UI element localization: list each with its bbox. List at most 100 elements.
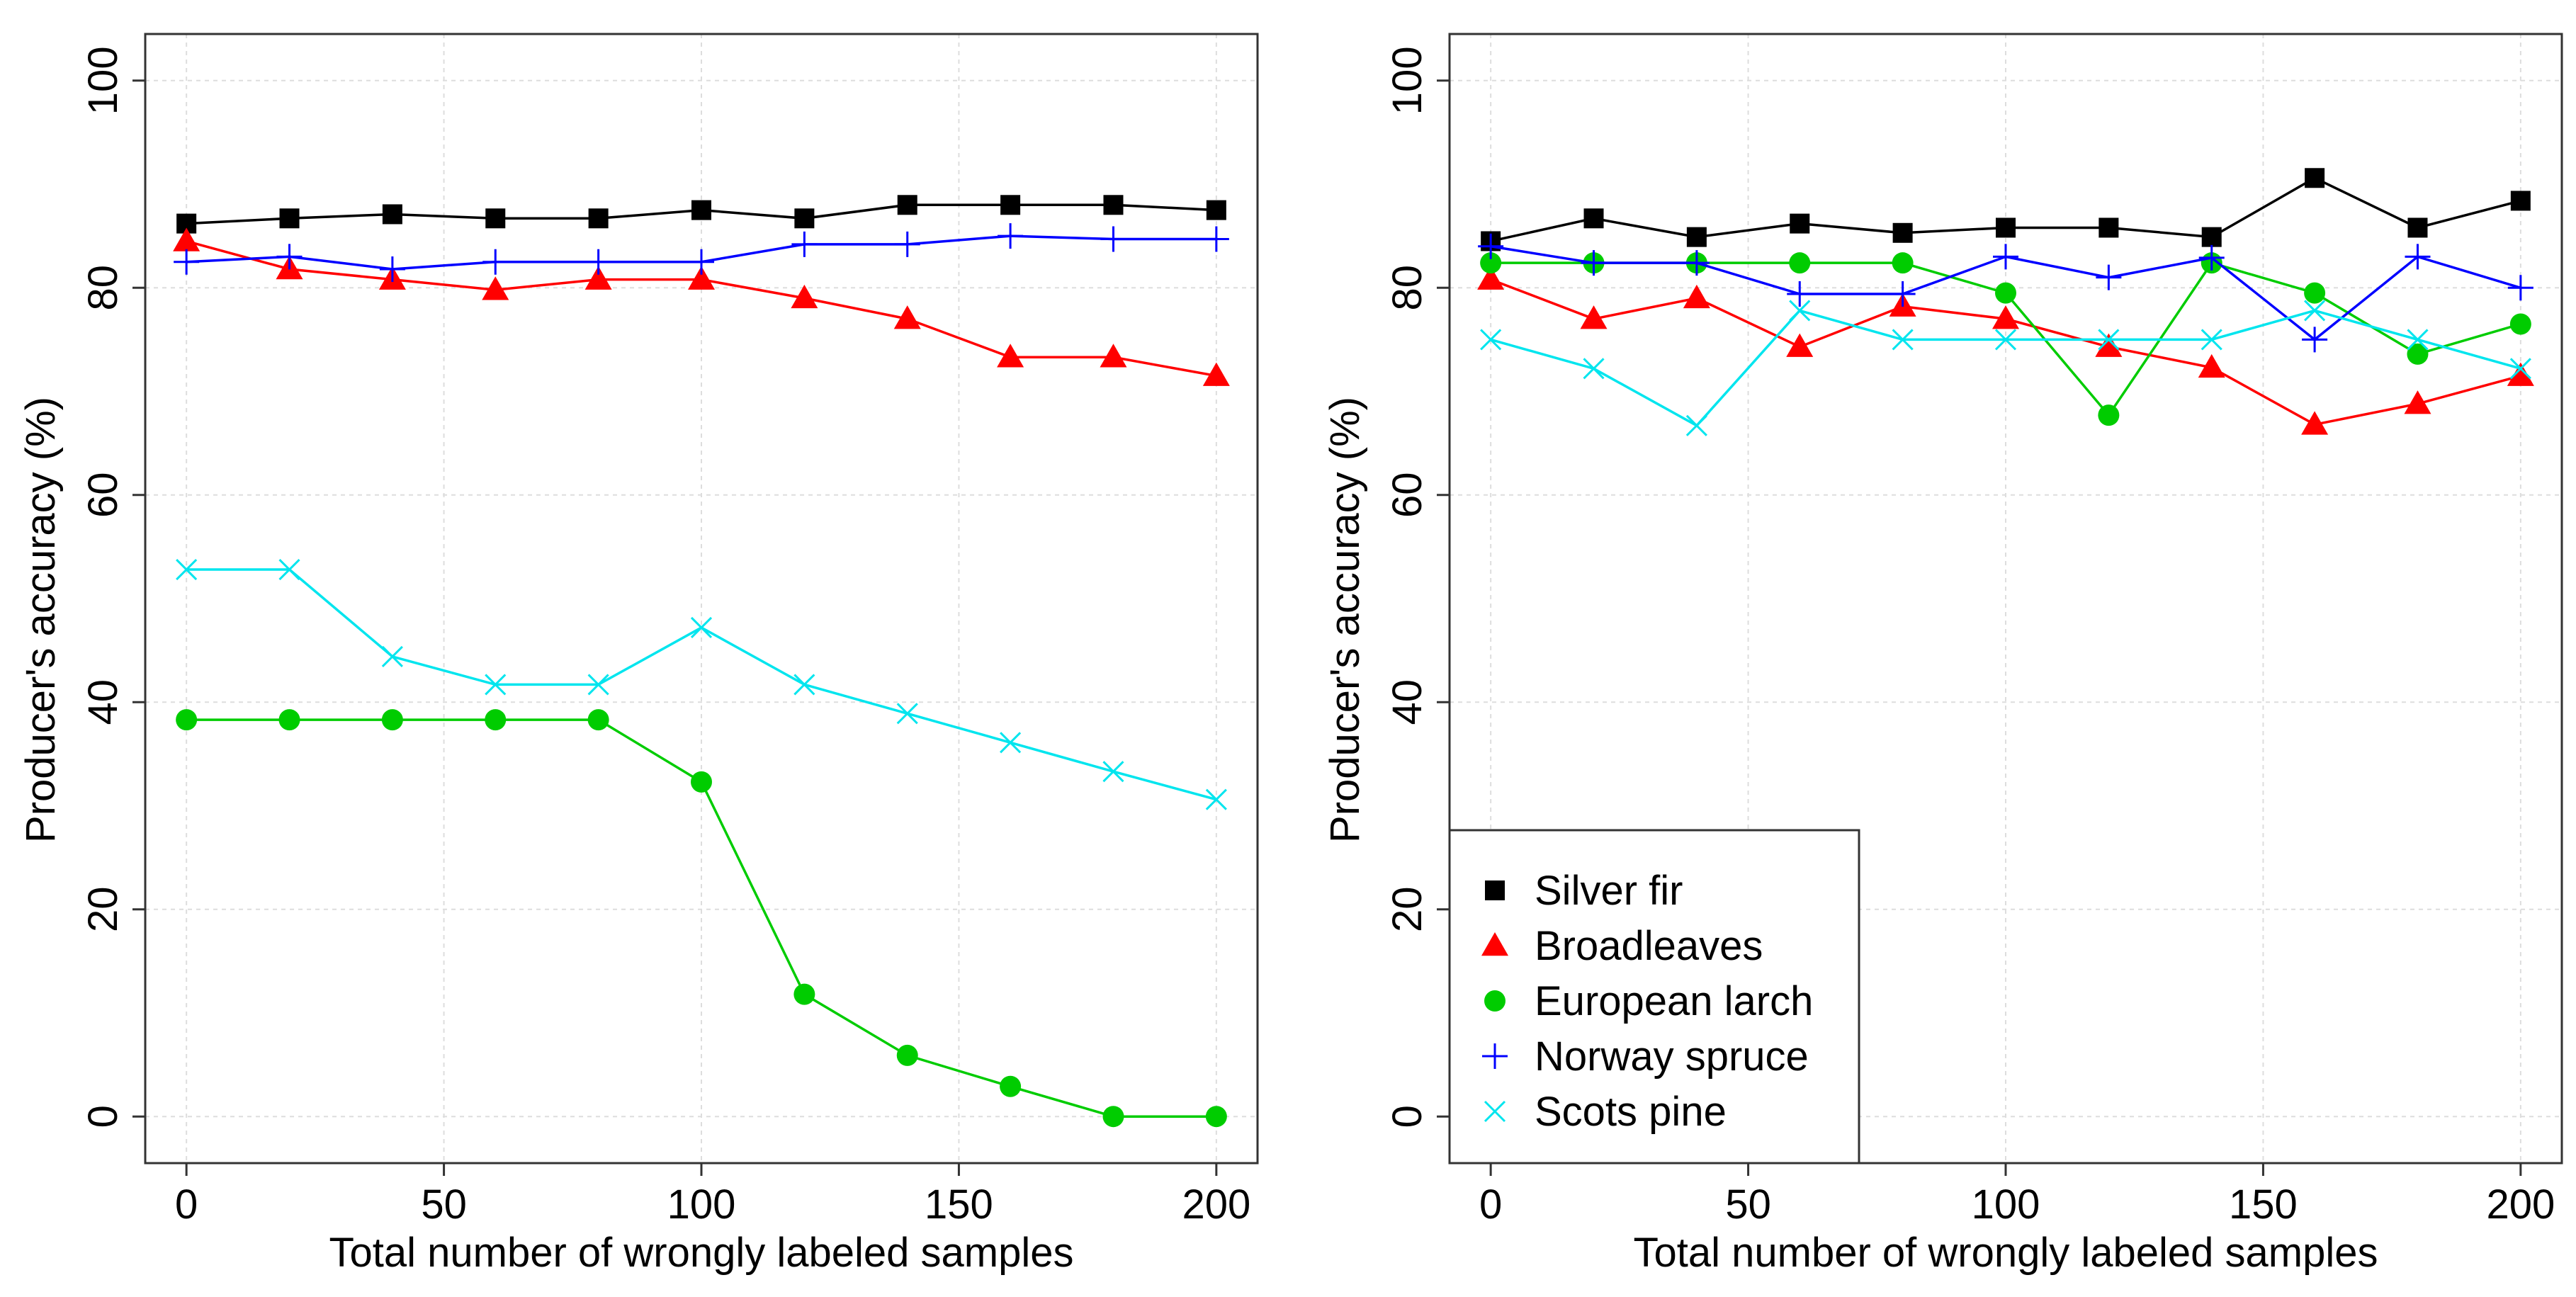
x-tick-label: 0	[175, 1182, 198, 1228]
point-european-larch	[587, 709, 609, 731]
legend-item-european-larch: European larch	[1484, 978, 1813, 1024]
left-y-axis-title: Producer's accuracy (%)	[18, 397, 64, 843]
point-silver-fir	[588, 208, 609, 229]
point-european-larch	[1102, 1106, 1124, 1128]
point-silver-fir	[1583, 208, 1604, 229]
point-silver-fir	[382, 204, 402, 225]
point-silver-fir	[2098, 217, 2119, 238]
legend-item-broadleaves: Broadleaves	[1481, 923, 1763, 969]
point-european-larch	[176, 709, 198, 731]
point-norway-spruce	[585, 249, 611, 275]
point-norway-spruce	[791, 231, 818, 257]
point-silver-fir	[1996, 217, 2016, 238]
point-broadleaves	[893, 305, 921, 329]
legend-label: Scots pine	[1535, 1089, 1727, 1135]
point-silver-fir	[897, 195, 917, 215]
point-broadleaves	[1580, 305, 1608, 329]
point-broadleaves	[1100, 344, 1127, 368]
x-tick-label: 100	[1972, 1182, 2040, 1228]
point-broadleaves	[584, 266, 612, 290]
legend-label: European larch	[1535, 978, 1813, 1024]
point-european-larch	[1995, 282, 2016, 304]
legend-item-scots-pine: Scots pine	[1484, 1089, 1727, 1135]
point-silver-fir	[1103, 195, 1124, 215]
right-series	[1477, 168, 2534, 436]
point-broadleaves	[1992, 305, 2019, 329]
point-silver-fir	[279, 208, 300, 229]
point-scots-pine	[485, 674, 507, 696]
point-silver-fir	[485, 208, 506, 229]
point-norway-spruce	[1581, 250, 1607, 276]
point-broadleaves	[997, 344, 1024, 368]
point-norway-spruce	[894, 231, 920, 257]
x-tick-label: 0	[1479, 1182, 1502, 1228]
point-european-larch	[2407, 343, 2429, 365]
point-broadleaves	[1477, 266, 1505, 290]
point-european-larch	[485, 709, 507, 731]
x-tick-label: 50	[421, 1182, 467, 1228]
point-european-larch	[793, 983, 815, 1005]
point-european-larch	[2098, 404, 2120, 426]
left-chart-panel: 0 50 100 150 200 0 20 40 60 80 100 Total number of…	[18, 33, 1259, 1276]
point-european-larch	[1480, 252, 1502, 274]
x-tick-label: 100	[667, 1182, 736, 1228]
point-scots-pine	[1789, 300, 1811, 322]
legend-marker-norway-spruce	[1482, 1043, 1508, 1069]
point-scots-pine	[2509, 358, 2531, 380]
point-scots-pine	[2407, 329, 2429, 351]
point-norway-spruce	[2507, 275, 2533, 301]
x-tick-label: 150	[2229, 1182, 2298, 1228]
x-tick-label: 200	[1182, 1182, 1250, 1228]
legend-marker-european-larch	[1484, 990, 1506, 1012]
y-tick-label: 60	[1384, 472, 1430, 519]
point-scots-pine	[1685, 414, 1707, 436]
point-european-larch	[691, 771, 712, 793]
right-y-axis-title: Producer's accuracy (%)	[1322, 397, 1368, 843]
point-broadleaves	[688, 266, 715, 290]
legend-marker-silver-fir	[1485, 880, 1505, 900]
series-scots-pine	[176, 558, 1227, 810]
series-norway-spruce	[1478, 233, 2533, 353]
point-scots-pine	[1994, 329, 2017, 351]
point-broadleaves	[1683, 284, 1710, 309]
legend-items: Silver fir Broadleaves European larch Norwa…	[1481, 868, 1813, 1135]
point-scots-pine	[2201, 329, 2222, 351]
left-axes: 0 50 100 150 200 0 20 40 60 80 100	[80, 46, 1250, 1228]
point-silver-fir	[2407, 217, 2428, 238]
point-norway-spruce	[2096, 264, 2122, 290]
legend-item-silver-fir: Silver fir	[1485, 868, 1683, 914]
point-silver-fir	[1206, 200, 1226, 220]
series-european-larch	[176, 709, 1227, 1128]
series-silver-fir	[176, 195, 1226, 234]
point-broadleaves	[482, 276, 509, 300]
x-tick-label: 150	[925, 1182, 993, 1228]
point-scots-pine	[1205, 788, 1227, 810]
point-broadleaves	[2301, 411, 2329, 435]
point-silver-fir	[794, 208, 815, 229]
x-tick-label: 50	[1725, 1182, 1771, 1228]
legend-box	[1448, 829, 1860, 1165]
point-norway-spruce	[2405, 244, 2431, 270]
point-norway-spruce	[379, 256, 405, 282]
point-broadleaves	[2198, 353, 2225, 378]
legend-label: Norway spruce	[1535, 1033, 1809, 1080]
legend-label: Broadleaves	[1535, 923, 1763, 969]
series-broadleaves	[1477, 266, 2534, 435]
point-european-larch	[278, 709, 300, 731]
point-scots-pine	[1583, 358, 1605, 380]
point-broadleaves	[1202, 362, 1230, 386]
y-tick-label: 60	[80, 472, 126, 519]
point-scots-pine	[176, 558, 198, 581]
point-european-larch	[1892, 252, 1914, 274]
point-silver-fir	[691, 200, 711, 220]
point-scots-pine	[2304, 300, 2326, 322]
legend: Silver fir Broadleaves European larch Norwa…	[1448, 829, 1860, 1165]
legend-label: Silver fir	[1535, 868, 1683, 914]
point-silver-fir	[2510, 191, 2531, 211]
point-silver-fir	[2201, 227, 2222, 247]
point-norway-spruce	[1889, 281, 1916, 307]
point-broadleaves	[2095, 333, 2123, 357]
point-european-larch	[1789, 252, 1811, 274]
y-tick-label: 20	[1384, 886, 1430, 932]
